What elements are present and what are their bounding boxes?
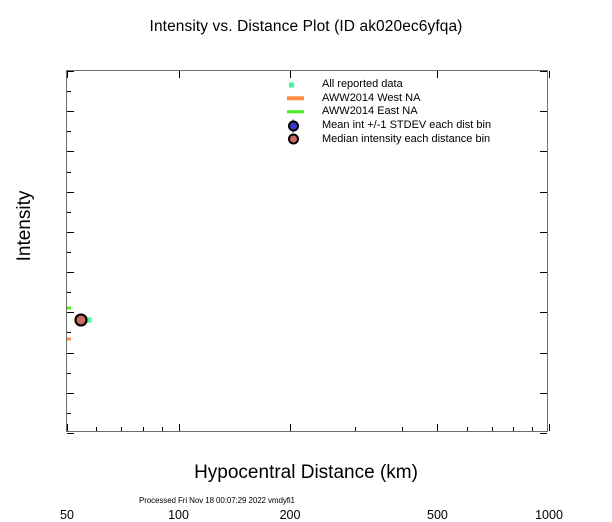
legend-item-4: Median intensity each distance bin [286,132,526,146]
y-minor-tick [67,332,71,334]
y-tick-right-7 [540,191,547,193]
line-swatch-icon [287,110,304,114]
processed-timestamp: Processed Fri Nov 18 00:07:29 2022 vmdyf… [139,496,295,505]
y-tick-4 [67,312,74,314]
legend-label: Median intensity each distance bin [322,132,491,145]
y-tick-5 [67,272,74,274]
x-minor-tick [355,427,357,431]
x-tick-top-500 [437,71,439,78]
y-tick-right-9 [540,111,547,113]
x-tick-top-50 [67,71,68,78]
x-tick-1000 [549,424,550,431]
x-tick-label-500: 500 [427,508,448,522]
x-axis-label: Hypocentral Distance (km) [194,462,418,483]
x-tick-200 [290,424,292,431]
x-minor-tick [142,427,144,431]
line-swatch-icon [287,96,304,101]
circle-marker-icon [288,133,299,145]
x-tick-label-1000: 1000 [535,508,563,522]
x-tick-top-100 [178,71,180,78]
y-minor-tick [67,171,71,173]
x-minor-tick [96,427,98,431]
y-tick-right-6 [540,231,547,233]
legend-item-0: All reported data [286,78,526,92]
x-tick-label-200: 200 [279,508,301,522]
x-tick-100 [178,424,180,431]
x-tick-500 [437,424,439,431]
legend-item-3: Mean int +/-1 STDEV each dist bin [286,119,526,133]
legend-marker-square-dot-icon [286,78,322,92]
legend-label: AWW2014 West NA [322,91,421,104]
legend-marker-circle-icon [286,132,322,146]
y-tick-1 [67,433,74,434]
legend-label: Mean int +/-1 STDEV each dist bin [322,119,492,132]
page-title: Intensity vs. Distance Plot (ID ak020ec6… [149,18,463,35]
y-tick-right-3 [540,352,547,354]
legend-marker-line-icon [286,92,322,106]
x-minor-tick [491,427,493,431]
legend-item-2: AWW2014 East NA [286,105,526,119]
legend: All reported data AWW2014 West NA AWW2014 … [286,78,526,146]
y-axis-label: Intensity [14,190,35,262]
x-minor-tick [121,427,123,431]
y-tick-6 [67,231,74,233]
reported-data-point [86,317,92,323]
x-minor-tick [161,427,163,431]
x-tick-top-200 [290,71,292,78]
y-minor-tick [67,131,71,133]
y-tick-9 [67,111,74,113]
x-tick-top-1000 [549,71,550,78]
y-minor-tick [67,412,71,414]
x-minor-tick [532,427,534,431]
legend-marker-circle-errorbar-icon [286,119,322,133]
y-tick-right-1 [540,433,547,434]
y-minor-tick [67,372,71,374]
circle-marker-icon [288,120,299,132]
model-curve-aww2014-west-na [67,337,71,341]
legend-marker-line-icon [286,105,322,119]
x-minor-tick [513,427,515,431]
y-tick-8 [67,151,74,153]
x-minor-tick [466,427,468,431]
y-tick-10 [67,71,74,72]
y-tick-right-2 [540,392,547,394]
y-tick-right-10 [540,71,547,72]
y-tick-2 [67,392,74,394]
y-tick-7 [67,191,74,193]
x-tick-label-100: 100 [168,508,189,522]
legend-label: All reported data [322,78,403,91]
model-curve-aww2014-east-na [67,306,71,310]
square-dot-icon [289,82,294,88]
x-minor-tick [401,427,403,431]
legend-label: AWW2014 East NA [322,105,418,118]
legend-item-1: AWW2014 West NA [286,92,526,106]
y-minor-tick [67,211,71,213]
y-tick-right-8 [540,151,547,153]
median-intensity-marker [74,313,88,327]
y-minor-tick [67,292,71,294]
y-minor-tick [67,252,71,253]
y-tick-right-5 [540,272,547,274]
x-tick-50 [67,424,68,431]
y-tick-3 [67,352,74,354]
y-tick-right-4 [540,312,547,314]
y-minor-tick [67,91,71,93]
x-tick-label-50: 50 [60,508,74,522]
intensity-distance-figure: Intensity vs. Distance Plot (ID ak020ec6… [14,18,563,522]
